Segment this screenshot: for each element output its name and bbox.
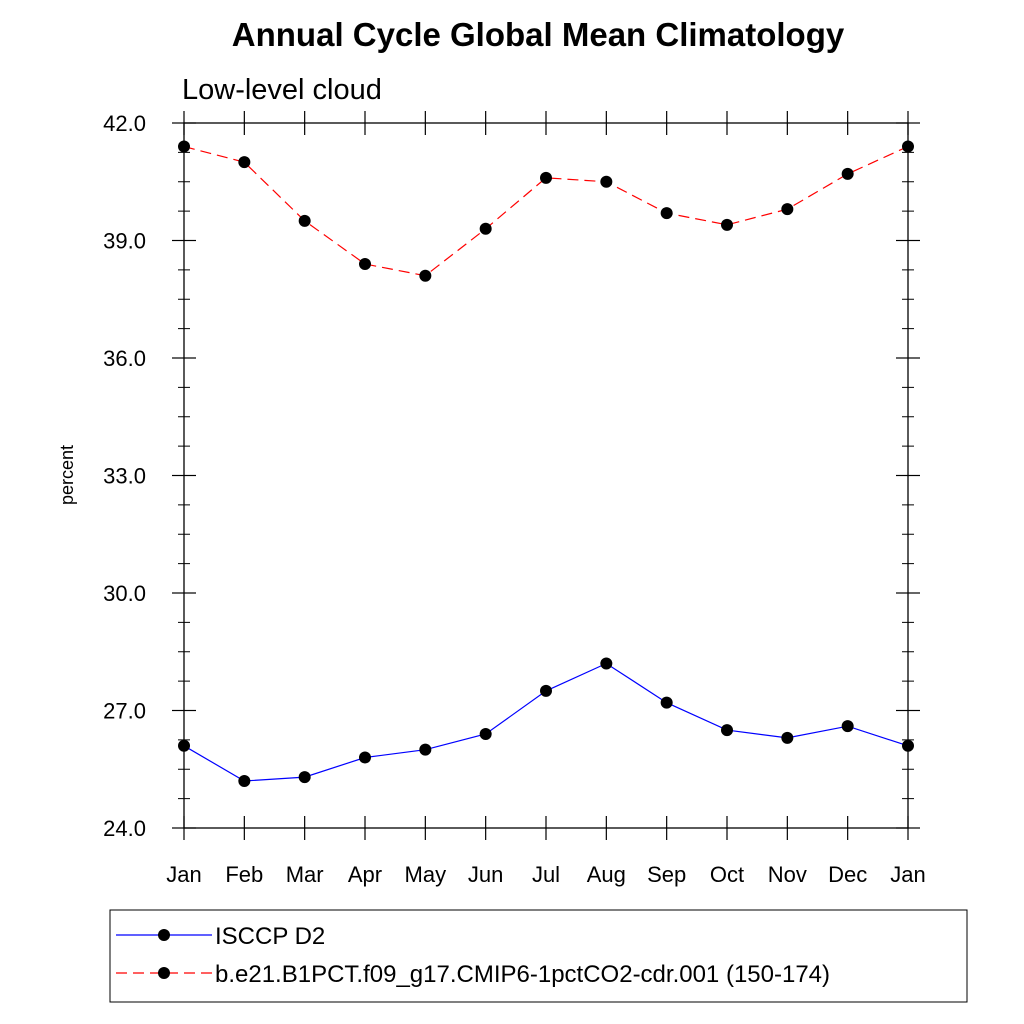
series-1 xyxy=(178,140,914,282)
data-point xyxy=(781,203,794,216)
x-tick-label: Sep xyxy=(647,862,686,887)
x-tick-label: Jul xyxy=(532,862,560,887)
series-layer xyxy=(178,140,914,787)
legend-box xyxy=(109,909,968,1003)
x-tick-label: Jan xyxy=(890,862,925,887)
x-tick-label: Feb xyxy=(225,862,263,887)
data-point xyxy=(721,218,733,231)
series-0 xyxy=(178,657,914,787)
data-point xyxy=(419,743,432,756)
data-point xyxy=(781,731,794,744)
x-tick-label: Dec xyxy=(828,862,867,887)
data-point xyxy=(238,775,251,787)
data-point xyxy=(540,171,552,184)
data-point xyxy=(479,728,492,740)
data-point xyxy=(359,258,371,270)
x-tick-label: Jun xyxy=(468,862,503,887)
y-tick-label: 33.0 xyxy=(103,464,146,489)
legend-marker xyxy=(158,929,170,941)
legend-marker xyxy=(158,967,170,979)
data-point xyxy=(178,140,190,153)
data-point xyxy=(660,696,673,709)
y-tick-label: 30.0 xyxy=(103,581,146,606)
data-point xyxy=(238,156,251,169)
y-tick-label: 27.0 xyxy=(103,699,146,724)
series-line xyxy=(183,145,909,277)
data-point xyxy=(178,739,190,752)
data-point xyxy=(902,140,914,153)
x-tick-label: Mar xyxy=(286,862,324,887)
chart-title: Annual Cycle Global Mean Climatology xyxy=(232,16,845,53)
legend: ISCCP D2 b.e21.B1PCT.f09_g17.CMIP6-1pctCO… xyxy=(116,923,830,988)
legend-label: ISCCP D2 xyxy=(215,923,325,950)
x-tick-label: May xyxy=(405,862,447,887)
data-point xyxy=(902,739,914,752)
data-point xyxy=(419,269,432,282)
x-tick-label: Apr xyxy=(348,862,382,887)
x-tick-label: Nov xyxy=(768,862,807,887)
data-point xyxy=(600,657,613,670)
data-point xyxy=(298,771,311,784)
data-point xyxy=(721,724,733,737)
data-point xyxy=(600,175,613,188)
axis-ticks: 24.0 27.0 30.0 33.0 36.0 39.0 42.0 Jan Feb Mar Apr… xyxy=(103,111,926,887)
data-point xyxy=(660,207,673,220)
data-point xyxy=(540,684,552,697)
x-tick-label: Aug xyxy=(587,862,626,887)
y-tick-label: 24.0 xyxy=(103,816,146,841)
x-tick-label: Jan xyxy=(166,862,201,887)
data-point xyxy=(841,167,854,180)
plot-frame xyxy=(183,122,909,829)
x-tick-label: Oct xyxy=(710,862,744,887)
y-tick-label: 36.0 xyxy=(103,346,146,371)
y-axis-label: percent xyxy=(57,445,77,505)
y-tick-label: 39.0 xyxy=(103,229,146,254)
legend-label: b.e21.B1PCT.f09_g17.CMIP6-1pctCO2-cdr.00… xyxy=(215,961,830,988)
series-line xyxy=(183,662,909,782)
data-point xyxy=(841,720,854,733)
y-tick-label: 42.0 xyxy=(103,111,146,136)
data-point xyxy=(479,222,492,235)
data-point xyxy=(298,214,311,227)
chart-subtitle: Low-level cloud xyxy=(182,74,382,106)
data-point xyxy=(359,751,371,764)
